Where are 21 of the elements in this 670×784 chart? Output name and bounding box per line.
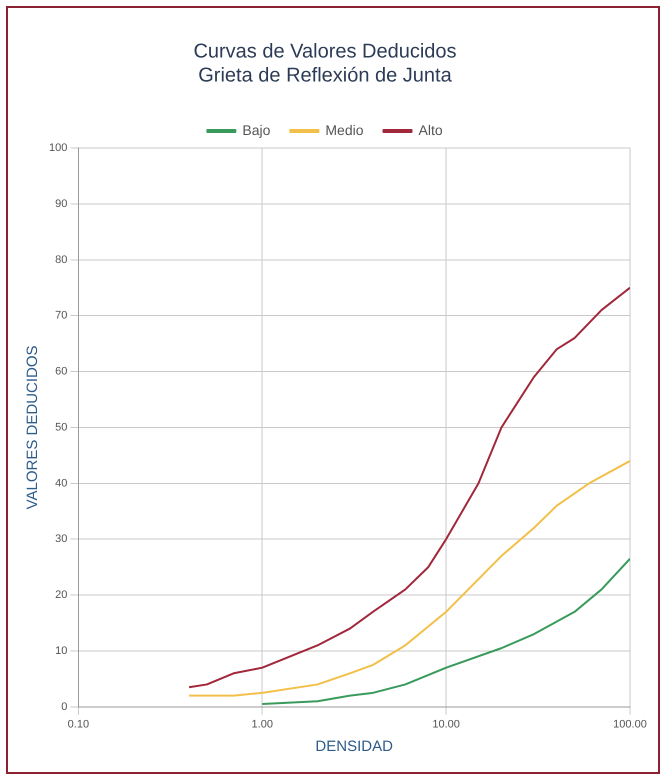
x-tick-label: 100.00 (613, 718, 647, 730)
y-tick-label: 30 (55, 533, 68, 546)
y-axis-title: VALORES DEDUCIDOS (24, 345, 42, 510)
chart-title: Curvas de Valores Deducidos Grieta de Reflexión de Junta (193, 40, 457, 87)
y-tick-label: 70 (55, 310, 68, 322)
x-tick-label: 10.00 (432, 718, 460, 730)
y-tick-label: 100 (48, 142, 68, 154)
y-tick-label: 80 (55, 254, 68, 266)
y-tick-label: 60 (55, 366, 68, 378)
legend-label: Alto (418, 122, 443, 138)
legend-label: Bajo (242, 122, 271, 138)
legend-label: Medio (325, 122, 364, 138)
y-tick-label: 90 (55, 198, 68, 210)
y-tick-label: 40 (55, 477, 68, 490)
x-axis-title: DENSIDAD (315, 738, 394, 756)
y-tick-label: 0 (61, 700, 68, 713)
x-tick-label: 0.10 (68, 718, 90, 730)
y-tick-label: 20 (55, 589, 68, 602)
x-tick-label: 1.00 (252, 718, 273, 730)
y-tick-label: 10 (55, 644, 68, 657)
y-tick-label: 50 (55, 421, 68, 434)
